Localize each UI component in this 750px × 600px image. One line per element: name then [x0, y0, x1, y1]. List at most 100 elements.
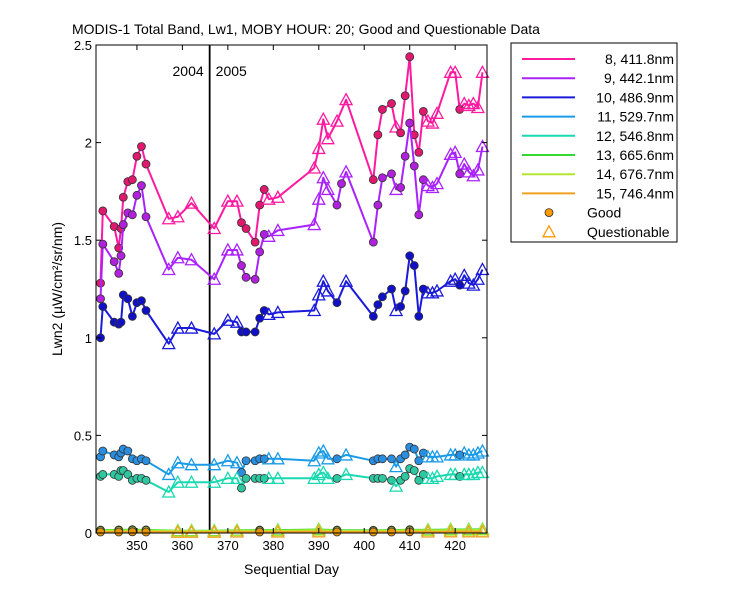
good-point: [241, 272, 251, 282]
questionable-point: [316, 443, 331, 457]
good-point: [118, 192, 128, 202]
good-point: [123, 446, 133, 456]
questionable-point: [329, 113, 345, 127]
legend-label: 8, 411.8nm: [605, 51, 674, 67]
questionable-point: [470, 162, 486, 176]
questionable-point: [338, 273, 354, 287]
good-point: [255, 313, 265, 323]
good-point: [337, 179, 346, 188]
questionable-point: [311, 287, 326, 301]
questionable-point: [338, 447, 354, 461]
chart-title: MODIS-1 Total Band, Lw1, MOBY HOUR: 20; …: [72, 21, 540, 37]
questionable-point: [184, 320, 199, 334]
legend-item: 8, 411.8nm: [522, 51, 674, 67]
legend-item: 15, 746.4nm: [522, 185, 674, 201]
good-point: [116, 251, 126, 261]
questionable-point: [470, 445, 486, 459]
good-point: [141, 212, 151, 222]
questionable-point: [316, 170, 331, 184]
good-point: [96, 527, 105, 537]
questionable-point: [475, 465, 490, 479]
x-tick-label: 410: [399, 538, 421, 553]
questionable-point: [229, 524, 245, 538]
questionable-point: [429, 176, 445, 190]
x-tick-label: 420: [444, 538, 466, 553]
legend-item: 11, 529.7nm: [522, 109, 674, 125]
questionable-point: [170, 250, 185, 264]
questionable-point: [184, 252, 199, 266]
questionable-point: [161, 336, 176, 350]
legend-label: 11, 529.7nm: [597, 109, 674, 125]
questionable-point: [320, 182, 335, 196]
legend-label: 14, 676.7nm: [596, 166, 674, 182]
good-point: [241, 327, 251, 337]
legend-label: 9, 442.1nm: [604, 70, 674, 86]
questionable-point: [161, 211, 176, 225]
good-point: [368, 311, 378, 321]
good-point: [418, 106, 428, 116]
questionable-point: [207, 221, 222, 235]
legend-item: Questionable: [541, 224, 670, 240]
legend-label: 10, 486.9nm: [596, 89, 674, 105]
questionable-point: [311, 522, 326, 536]
questionable-point: [170, 209, 185, 223]
good-point: [387, 284, 396, 294]
questionable-point: [307, 453, 322, 467]
good-point: [250, 237, 260, 247]
questionable-point: [270, 305, 285, 319]
good-point: [368, 527, 378, 537]
good-point: [127, 311, 137, 321]
questionable-point: [161, 262, 176, 276]
questionable-point: [457, 156, 472, 170]
questionable-point: [475, 64, 490, 78]
good-point: [255, 247, 265, 257]
good-point: [400, 471, 410, 481]
questionable-point: [470, 100, 486, 114]
questionable-point: [220, 453, 235, 467]
x-tick-label: 380: [262, 538, 284, 553]
questionable-point: [184, 474, 199, 488]
questionable-point: [307, 217, 322, 231]
questionable-point: [229, 523, 245, 537]
legend-item: 9, 442.1nm: [522, 70, 674, 86]
good-point: [455, 280, 465, 290]
questionable-point: [261, 451, 276, 465]
good-point: [332, 200, 342, 210]
good-point: [373, 200, 383, 210]
good-point: [387, 99, 396, 108]
questionable-point: [316, 465, 331, 479]
legend-box: [510, 42, 678, 243]
questionable-point: [261, 191, 276, 205]
questionable-point: [448, 271, 463, 285]
good-point: [118, 220, 128, 229]
good-point: [405, 118, 415, 128]
questionable-point: [207, 474, 222, 488]
good-point: [405, 251, 415, 261]
questionable-point: [161, 467, 176, 481]
good-point: [141, 159, 151, 169]
year-label-left: 2004: [173, 63, 204, 79]
good-point: [409, 161, 419, 171]
good-point: [405, 52, 415, 62]
questionable-point: [311, 445, 326, 459]
questionable-point: [425, 470, 440, 484]
questionable-point: [461, 524, 476, 538]
questionable-point: [220, 470, 235, 484]
good-point: [127, 527, 137, 537]
questionable-point: [220, 193, 235, 207]
good-point: [114, 268, 124, 278]
questionable-point: [184, 524, 199, 538]
questionable-point: [229, 470, 245, 484]
good-point: [396, 128, 406, 138]
year-label-right: 2005: [216, 63, 247, 79]
questionable-point: [316, 273, 331, 287]
questionable-point: [466, 447, 481, 461]
questionable-point: [338, 164, 354, 178]
good-point: [250, 327, 260, 337]
questionable-point: [311, 467, 326, 481]
questionable-point: [443, 146, 458, 160]
good-point: [368, 237, 378, 247]
x-tick-label: 350: [126, 538, 148, 553]
good-point: [137, 296, 146, 306]
year-divider: 2004 2005: [173, 45, 247, 533]
